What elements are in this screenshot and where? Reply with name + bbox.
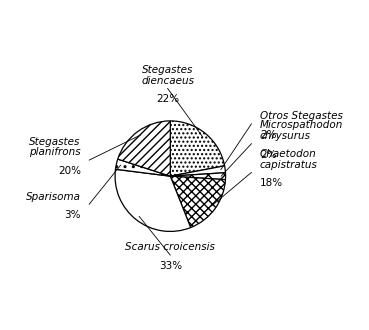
Text: Stegastes
diencaeus: Stegastes diencaeus xyxy=(141,65,194,85)
Wedge shape xyxy=(170,166,225,176)
Text: 2%: 2% xyxy=(260,149,276,160)
Wedge shape xyxy=(118,121,170,176)
Text: Otros Stegastes: Otros Stegastes xyxy=(260,111,343,121)
Text: Chaetodon
capistratus: Chaetodon capistratus xyxy=(260,149,318,170)
Wedge shape xyxy=(170,121,225,176)
Wedge shape xyxy=(115,159,170,176)
Text: Microspathodon
chrysurus: Microspathodon chrysurus xyxy=(260,120,343,141)
Wedge shape xyxy=(170,173,225,180)
Text: 20%: 20% xyxy=(58,166,81,176)
Text: 33%: 33% xyxy=(159,261,182,271)
Wedge shape xyxy=(170,176,225,228)
Text: Sparisoma: Sparisoma xyxy=(26,192,81,202)
Text: 3%: 3% xyxy=(64,211,81,220)
Text: Scarus croicensis: Scarus croicensis xyxy=(125,243,215,252)
Text: 18%: 18% xyxy=(260,179,283,188)
Wedge shape xyxy=(115,169,191,231)
Text: Stegastes
planifrons: Stegastes planifrons xyxy=(29,137,81,157)
Text: 2%: 2% xyxy=(260,130,276,140)
Text: 22%: 22% xyxy=(156,94,179,104)
